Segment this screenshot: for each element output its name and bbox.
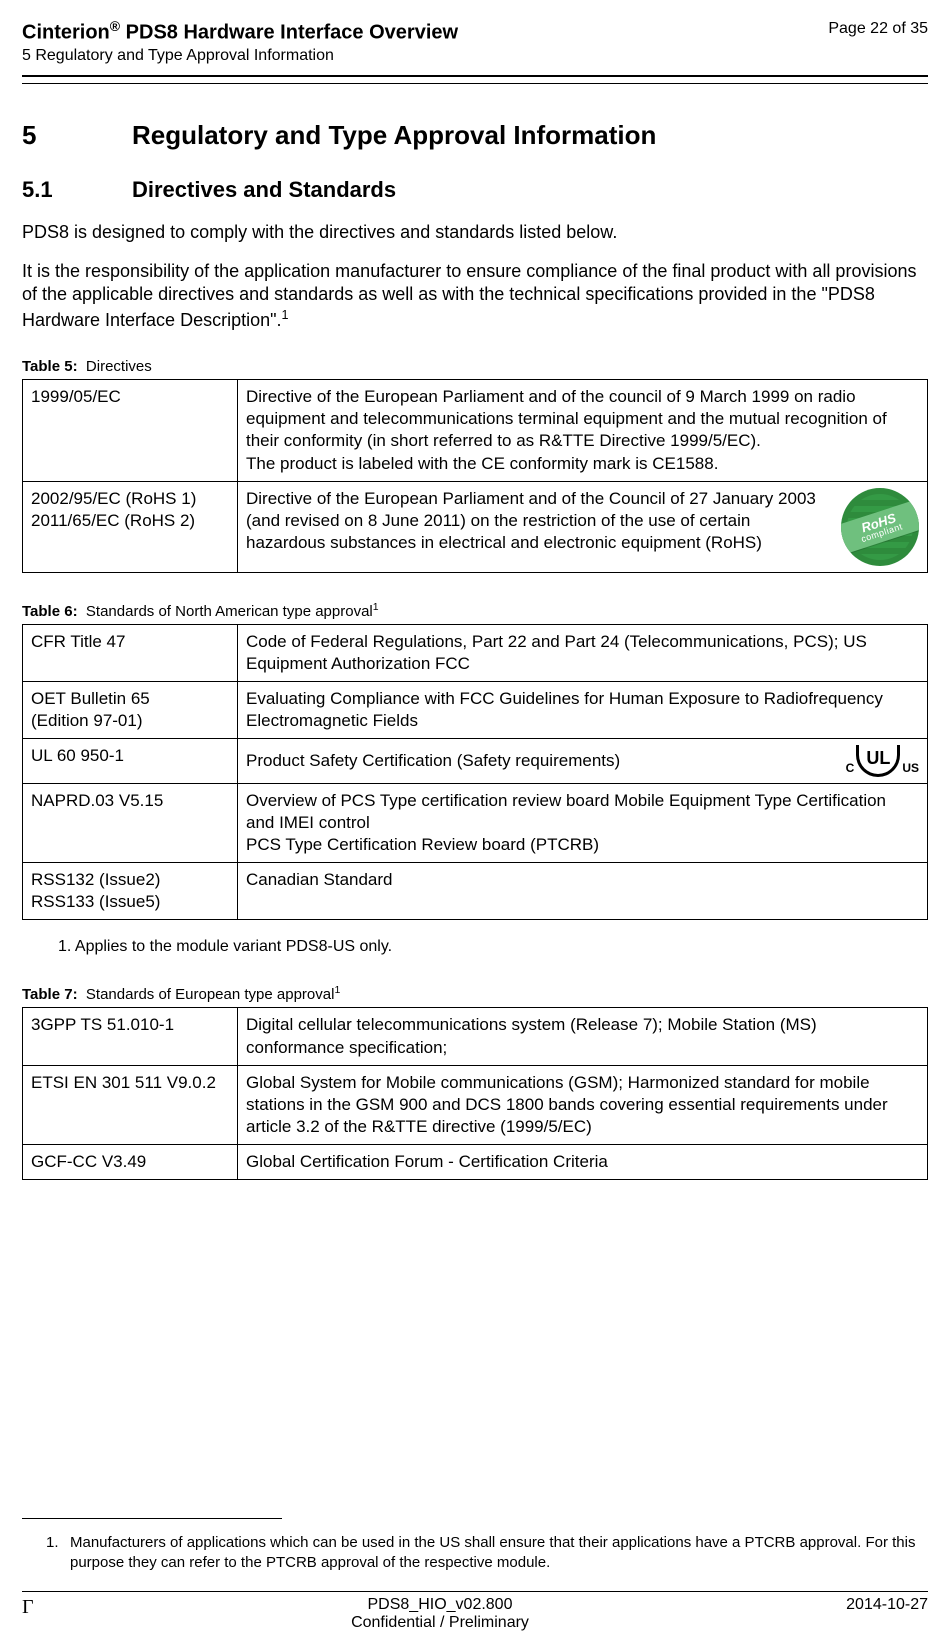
footer-date: 2014-10-27 [818, 1596, 928, 1614]
table5-r1-text: Directive of the European Parliament and… [246, 488, 831, 554]
section-title: Regulatory and Type Approval Information [132, 120, 656, 151]
table-row: ETSI EN 301 511 V9.0.2 Global System for… [23, 1065, 928, 1144]
table6-r2-text: Product Safety Certification (Safety req… [246, 750, 620, 772]
header-title-rest: PDS8 Hardware Interface Overview [120, 22, 458, 44]
table-row: CFR Title 47 Code of Federal Regulations… [23, 624, 928, 681]
ul-listed-icon: C UL US [846, 745, 919, 777]
header-product: Cinterion [22, 22, 110, 44]
header-subtitle: 5 Regulatory and Type Approval Informati… [22, 47, 458, 65]
table-row: 1999/05/EC Directive of the European Par… [23, 380, 928, 481]
bottom-footnote-marker: 1. [46, 1533, 70, 1574]
table6-footnote: 1. Applies to the module variant PDS8-US… [58, 938, 928, 956]
table6-caption-super: 1 [373, 601, 379, 613]
table5-caption-label: Table 5: [22, 358, 78, 375]
table5-caption-text: Directives [86, 358, 152, 375]
table6-r1-c0: OET Bulletin 65(Edition 97-01) [23, 681, 238, 738]
page-footer: Γ PDS8_HIO_v02.800 Confidential / Prelim… [22, 1596, 928, 1632]
table-row: 2002/95/EC (RoHS 1)2011/65/EC (RoHS 2) D… [23, 481, 928, 572]
intro-paragraph: PDS8 is designed to comply with the dire… [22, 221, 928, 244]
table5-r0-c1: Directive of the European Parliament and… [238, 380, 928, 481]
table6-r3-c0: NAPRD.03 V5.15 [23, 783, 238, 862]
footer-center: PDS8_HIO_v02.800 Confidential / Prelimin… [62, 1596, 818, 1632]
registered-mark-icon: ® [110, 18, 120, 34]
table7-caption-super: 1 [334, 984, 340, 996]
table-row: GCF-CC V3.49 Global Certification Forum … [23, 1144, 928, 1179]
header-left: Cinterion® PDS8 Hardware Interface Overv… [22, 18, 458, 65]
table7-caption: Table 7: Standards of European type appr… [22, 984, 928, 1003]
table7: 3GPP TS 51.010-1 Digital cellular teleco… [22, 1007, 928, 1180]
table5-r1-c0: 2002/95/EC (RoHS 1)2011/65/EC (RoHS 2) [23, 481, 238, 572]
footer-rule [22, 1591, 928, 1592]
table-row: UL 60 950-1 Product Safety Certification… [23, 738, 928, 783]
table5-r1-c1: Directive of the European Parliament and… [238, 481, 928, 572]
section-number: 5 [22, 120, 132, 151]
table5: 1999/05/EC Directive of the European Par… [22, 379, 928, 572]
table-row: RSS132 (Issue2)RSS133 (Issue5) Canadian … [23, 863, 928, 920]
table6: CFR Title 47 Code of Federal Regulations… [22, 624, 928, 921]
table5-caption: Table 5: Directives [22, 358, 928, 375]
table6-caption-text: Standards of North American type approva… [86, 603, 373, 620]
footer-doc-id: PDS8_HIO_v02.800 [62, 1596, 818, 1614]
page-header: Cinterion® PDS8 Hardware Interface Overv… [22, 18, 928, 65]
responsibility-paragraph: It is the responsibility of the applicat… [22, 260, 928, 332]
table6-r1-c1: Evaluating Compliance with FCC Guideline… [238, 681, 928, 738]
bottom-footnote: 1. Manufacturers of applications which c… [46, 1533, 928, 1574]
bottom-footnote-text: Manufacturers of applications which can … [70, 1533, 928, 1574]
table6-r2-c0: UL 60 950-1 [23, 738, 238, 783]
table7-r0-c1: Digital cellular telecommunications syst… [238, 1008, 928, 1065]
table6-caption: Table 6: Standards of North American typ… [22, 601, 928, 620]
table7-r1-c1: Global System for Mobile communications … [238, 1065, 928, 1144]
responsibility-footnote-ref: 1 [282, 308, 289, 322]
table5-r0-c0: 1999/05/EC [23, 380, 238, 481]
table-row: NAPRD.03 V5.15 Overview of PCS Type cert… [23, 783, 928, 862]
footnote-rule [22, 1518, 282, 1519]
table7-caption-label: Table 7: [22, 986, 78, 1003]
subsection-heading: 5.1 Directives and Standards [22, 177, 928, 203]
header-rule-thin [22, 83, 928, 84]
subsection-title: Directives and Standards [132, 177, 396, 203]
table6-r0-c1: Code of Federal Regulations, Part 22 and… [238, 624, 928, 681]
table6-r4-c0: RSS132 (Issue2)RSS133 (Issue5) [23, 863, 238, 920]
table7-r0-c0: 3GPP TS 51.010-1 [23, 1008, 238, 1065]
table7-r2-c0: GCF-CC V3.49 [23, 1144, 238, 1179]
ul-mark-right: US [902, 761, 919, 777]
header-page-indicator: Page 22 of 35 [828, 20, 928, 38]
page: Cinterion® PDS8 Hardware Interface Overv… [0, 0, 950, 1642]
table7-caption-text: Standards of European type approval [86, 986, 335, 1003]
ul-mark-mid: UL [856, 745, 900, 777]
table7-r1-c0: ETSI EN 301 511 V9.0.2 [23, 1065, 238, 1144]
section-heading: 5 Regulatory and Type Approval Informati… [22, 120, 928, 151]
table6-caption-label: Table 6: [22, 603, 78, 620]
table6-r4-c1: Canadian Standard [238, 863, 928, 920]
header-rule-thick [22, 75, 928, 77]
table7-r2-c1: Global Certification Forum - Certificati… [238, 1144, 928, 1179]
footer-symbol: Γ [22, 1596, 62, 1619]
table6-r2-c1: Product Safety Certification (Safety req… [238, 738, 928, 783]
table6-r0-c0: CFR Title 47 [23, 624, 238, 681]
responsibility-text: It is the responsibility of the applicat… [22, 261, 916, 330]
footer-classification: Confidential / Preliminary [62, 1614, 818, 1632]
ul-mark-left: C [846, 761, 855, 777]
table-row: OET Bulletin 65(Edition 97-01) Evaluatin… [23, 681, 928, 738]
table6-r3-c1: Overview of PCS Type certification revie… [238, 783, 928, 862]
header-title: Cinterion® PDS8 Hardware Interface Overv… [22, 18, 458, 45]
rohs-compliant-icon: RoHS compliant [841, 488, 919, 566]
table-row: 3GPP TS 51.010-1 Digital cellular teleco… [23, 1008, 928, 1065]
subsection-number: 5.1 [22, 177, 132, 203]
